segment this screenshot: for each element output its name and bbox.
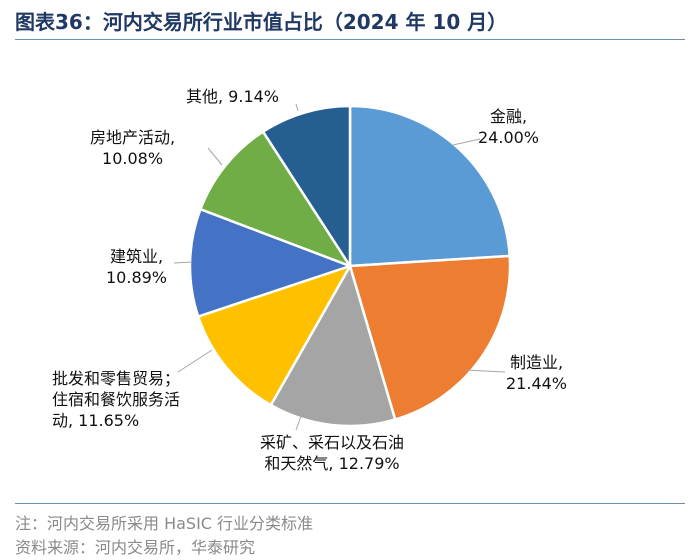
- leader-line-real-estate: [207, 147, 223, 166]
- slice-label-finance: 金融, 24.00%: [478, 106, 539, 148]
- slice-label-mining-line-1: 采矿、采石以及石油: [260, 433, 405, 452]
- leader-line-trade: [177, 349, 213, 373]
- slice-label-manufacturing-line-2: 21.44%: [506, 374, 568, 393]
- slice-label-other: 其他, 9.14%: [186, 86, 279, 107]
- slice-label-construction: 建筑业, 10.89%: [106, 246, 167, 288]
- slice-label-real-estate-line-1: 房地产活动,: [90, 128, 176, 147]
- slice-label-trade: 批发和零售贸易； 住宿和餐饮服务活 动, 11.65%: [52, 368, 180, 431]
- slice-label-real-estate: 房地产活动, 10.08%: [90, 127, 175, 169]
- slice-label-trade-line-2: 住宿和餐饮服务活: [52, 390, 181, 409]
- pie-slice-manufacturing: [348, 254, 512, 421]
- pie-slice-finance: [348, 104, 511, 268]
- leader-line-finance: [452, 138, 481, 146]
- slice-label-construction-line-2: 10.89%: [106, 268, 168, 287]
- slice-label-trade-line-3: 动, 11.65%: [52, 411, 140, 430]
- slice-label-finance-line-2: 24.00%: [478, 128, 540, 147]
- leader-line-manufacturing: [464, 369, 506, 373]
- leader-line-construction: [173, 261, 193, 264]
- slice-label-manufacturing: 制造业, 21.44%: [506, 352, 567, 394]
- pie-slice-trade: [196, 264, 352, 407]
- leader-line-mining: [295, 404, 306, 431]
- pie-chart: [173, 103, 512, 431]
- slice-label-finance-line-1: 金融,: [489, 107, 528, 126]
- footer-divider: [15, 503, 685, 504]
- leader-line-other: [295, 103, 299, 112]
- slice-label-manufacturing-line-1: 制造业,: [509, 353, 564, 372]
- pie-slice-mining: [269, 264, 397, 428]
- slice-label-mining: 采矿、采石以及石油 和天然气, 12.79%: [260, 432, 404, 474]
- slice-label-mining-line-2: 和天然气, 12.79%: [264, 454, 400, 473]
- slice-label-other-line-1: 其他, 9.14%: [186, 87, 280, 106]
- pie-slice-construction: [188, 207, 352, 318]
- slice-label-construction-line-1: 建筑业,: [109, 247, 164, 266]
- title-divider: [15, 39, 685, 40]
- slice-label-real-estate-line-2: 10.08%: [102, 149, 164, 168]
- slice-label-trade-line-1: 批发和零售贸易；: [52, 369, 181, 388]
- pie-slice-real-estate: [199, 130, 352, 268]
- footnote: 注：河内交易所采用 HaSIC 行业分类标准: [15, 514, 314, 533]
- source-note: 资料来源：河内交易所，华泰研究: [15, 538, 256, 557]
- chart-title: 图表36：河内交易所行业市值占比（2024 年 10 月）: [15, 10, 508, 34]
- pie-slice-other: [261, 104, 352, 268]
